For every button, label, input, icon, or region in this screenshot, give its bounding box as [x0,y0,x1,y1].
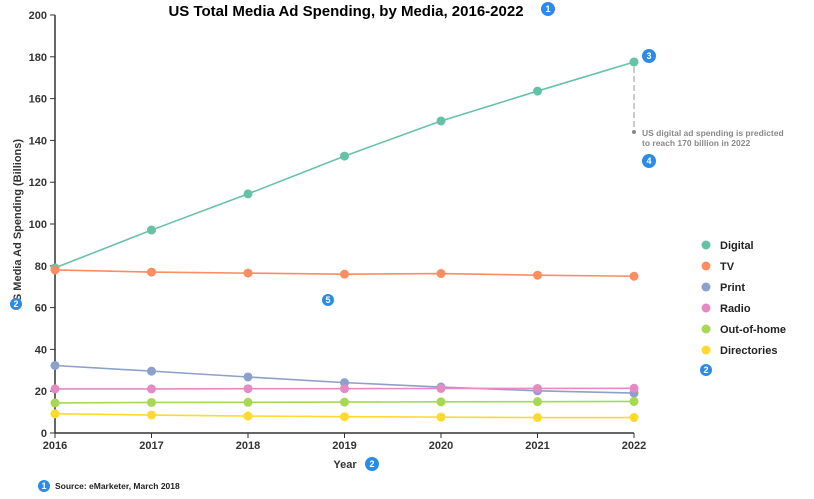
data-point-radio [629,383,639,393]
data-point-tv [50,265,60,275]
data-point-out-of-home [629,396,639,406]
legend-item-radio[interactable]: Radio [701,303,751,315]
data-point-radio [436,383,446,393]
annotation-line2: to reach 170 billion in 2022 [642,138,750,148]
x-tick-label: 2017 [139,440,163,452]
svg-text:2: 2 [703,365,708,375]
data-point-directories [243,411,253,421]
data-point-digital [629,57,639,67]
legend-label: Radio [720,303,751,315]
y-tick-label: 40 [35,344,47,356]
legend-badge[interactable]: 2 [700,364,712,376]
x-tick-label: 2016 [43,440,67,452]
chart-title: US Total Media Ad Spending, by Media, 20… [168,3,523,20]
y-tick-label: 120 [29,177,47,189]
legend-label: Directories [720,345,777,357]
data-point-digital [340,151,349,161]
y-tick-label: 60 [35,303,47,315]
data-point-out-of-home [340,397,349,407]
data-point-print [243,372,253,382]
y-tick-label: 80 [35,261,47,273]
y-tick-label: 200 [29,10,47,22]
data-point-digital [436,116,446,126]
data-point-directories [533,413,542,423]
legend-label: Print [720,282,745,294]
legend-label: Digital [720,240,754,252]
data-point-out-of-home [436,397,446,407]
x-tick-label: 2022 [622,440,646,452]
x-tick-label: 2019 [332,440,356,452]
svg-text:1: 1 [41,481,46,491]
data-point-tv [340,269,349,279]
y-tick-label: 140 [29,135,47,147]
data-point-digital [147,225,156,235]
data-point-out-of-home [50,398,60,408]
x-tick-label: 2020 [429,440,453,452]
y-tick-label: 180 [29,52,47,64]
legend-item-print[interactable]: Print [701,282,746,294]
source-note: Source: eMarketer, March 2018 [55,481,180,491]
source-badge[interactable]: 1 [38,480,50,492]
data-point-out-of-home [243,397,253,407]
x-axis-badge[interactable]: 2 [365,457,379,471]
plot-badge[interactable]: 5 [322,294,334,306]
legend-label: TV [720,261,735,273]
data-point-radio [50,384,60,394]
data-point-digital [533,86,542,96]
data-point-directories [340,412,349,422]
legend-item-digital[interactable]: Digital [701,240,754,252]
legend-swatch [701,324,711,334]
y-axis-label: US Media Ad Spending (Billions) [12,139,24,309]
legend-swatch [701,345,711,355]
legend-swatch [701,282,711,292]
svg-text:2: 2 [13,299,18,309]
data-point-radio [243,384,253,394]
y-axis-badge[interactable]: 2 [10,298,22,310]
legend-item-directories[interactable]: Directories [701,345,778,357]
data-point-out-of-home [147,397,156,407]
y-tick-label: 20 [35,386,47,398]
point-badge[interactable]: 3 [642,49,656,63]
y-tick-label: 100 [29,219,47,231]
svg-text:5: 5 [325,295,330,305]
annotation-dot [632,130,636,135]
x-tick-label: 2021 [525,440,549,452]
series-line-digital [54,61,635,269]
data-point-tv [243,268,253,278]
data-point-directories [50,409,60,419]
y-tick-label: 160 [29,94,47,106]
y-tick-label: 0 [41,428,47,440]
data-point-radio [340,384,349,394]
legend-item-out-of-home[interactable]: Out-of-home [701,324,786,336]
data-point-out-of-home [533,397,542,407]
data-point-tv [533,270,542,280]
data-point-radio [147,384,156,394]
data-point-tv [147,267,156,277]
data-point-tv [436,269,446,279]
data-point-print [50,360,60,370]
title-badge[interactable]: 1 [541,2,555,16]
data-point-digital [243,189,253,199]
annotation-line1: US digital ad spending is predicted [642,128,784,138]
data-point-tv [629,271,639,281]
data-point-directories [436,412,446,422]
x-axis-label: Year [333,459,357,471]
data-point-radio [533,383,542,393]
legend-swatch [701,240,711,250]
legend-swatch [701,303,711,313]
svg-text:2: 2 [369,459,374,469]
svg-text:3: 3 [646,51,651,61]
x-tick-label: 2018 [236,440,260,452]
data-point-print [147,366,156,376]
legend-label: Out-of-home [720,324,786,336]
data-point-directories [147,410,156,420]
svg-text:1: 1 [545,4,550,14]
legend-item-tv[interactable]: TV [701,261,735,273]
data-point-directories [629,413,639,423]
legend-swatch [701,261,711,271]
svg-text:4: 4 [646,156,651,166]
annotation-badge[interactable]: 4 [642,154,656,168]
